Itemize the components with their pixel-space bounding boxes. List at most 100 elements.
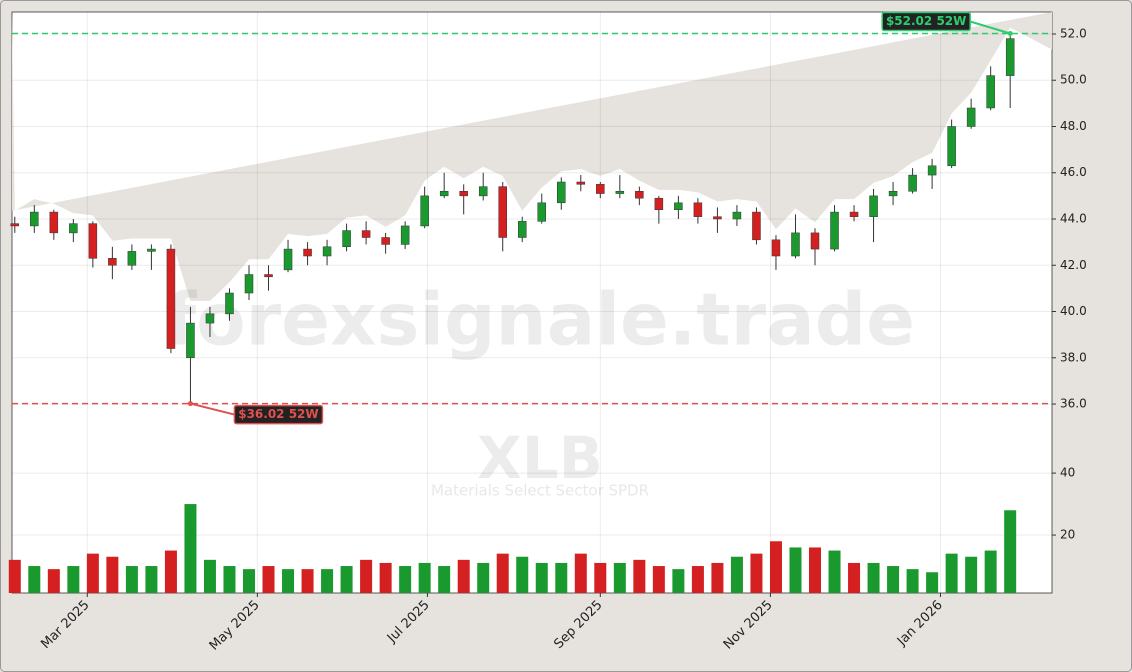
volume-bar [223, 566, 236, 593]
volume-bar [47, 569, 60, 593]
y-tick-label: 38.0 [1060, 350, 1087, 364]
volume-bar [340, 566, 353, 593]
candle-body [810, 232, 820, 250]
candle-body [322, 246, 332, 257]
candle-body [498, 186, 507, 238]
candle-body [459, 190, 468, 197]
volume-bar [145, 566, 158, 593]
candle-body [908, 174, 917, 192]
candle-body [342, 230, 351, 248]
candle-body [693, 202, 703, 217]
volume-bar [535, 562, 548, 593]
candle-body [478, 186, 488, 197]
volume-bar [594, 562, 607, 593]
volume-bar [789, 547, 802, 593]
candle-body [576, 181, 586, 185]
volume-bar [496, 553, 509, 593]
candle-body [557, 181, 566, 204]
y-tick-label: 40.0 [1060, 304, 1087, 318]
candle-body [361, 230, 371, 238]
annotation-arrow [190, 402, 235, 416]
candle-body [947, 126, 956, 167]
annotation-label: $52.02 52W [886, 14, 966, 28]
volume-bar [984, 550, 997, 593]
candle-body [654, 197, 664, 211]
volume-bar [8, 559, 21, 593]
volume-bar [457, 559, 470, 593]
candle-body [88, 223, 98, 259]
volume-bar [86, 553, 99, 593]
volume-bar [516, 556, 529, 593]
y-tick-label: 52.0 [1060, 26, 1087, 40]
volume-bar [360, 559, 373, 593]
volume-bar [67, 566, 80, 593]
volume-bar [164, 550, 177, 593]
volume-bar [965, 556, 978, 593]
candle-body [537, 202, 547, 222]
candle-body [186, 322, 195, 359]
candle-body [10, 223, 20, 227]
volume-bar [438, 566, 451, 593]
volume-bar [652, 566, 665, 593]
volume-bar [848, 562, 861, 593]
candle-body [596, 184, 605, 194]
candle-body [30, 211, 39, 227]
candle-body [615, 190, 625, 194]
candle-body [147, 248, 156, 252]
candle-body [888, 190, 898, 197]
annotation-box [881, 11, 971, 32]
volume-bar [769, 541, 782, 593]
candle-body [771, 239, 781, 257]
candle-body [1005, 38, 1015, 76]
volume-bar [711, 562, 724, 593]
volume-bar [750, 553, 763, 593]
candle-body [69, 223, 78, 234]
volume-bar [906, 569, 919, 593]
candle-body [674, 202, 683, 211]
volume-bar [633, 559, 646, 593]
candle-body [986, 75, 995, 109]
volume-bar [242, 569, 255, 593]
symbol-watermark: XLB [477, 424, 603, 492]
arrow-head [187, 401, 193, 407]
candle-body [108, 258, 117, 266]
candle-body [869, 195, 878, 217]
volume-bar [184, 504, 197, 593]
volume-bar [125, 566, 138, 593]
candle-body [517, 221, 527, 238]
y-tick-label: 42.0 [1060, 258, 1087, 272]
candle-body [381, 237, 390, 245]
y-tick-label: 48.0 [1060, 119, 1087, 133]
annotation-box [233, 404, 324, 425]
volume-bar [672, 569, 685, 593]
range-shade [12, 12, 1052, 301]
candle-body [225, 292, 234, 315]
volume-bar [379, 562, 392, 593]
volume-bar [926, 572, 939, 593]
volume-bar [555, 562, 568, 593]
candle-body [927, 165, 937, 176]
candle-body [400, 225, 410, 245]
candle-body [849, 211, 859, 217]
y-tick-label: 50.0 [1060, 73, 1087, 87]
volume-bar [730, 556, 743, 593]
candle-body [166, 248, 176, 349]
candle-body [830, 211, 839, 250]
volume-bar [574, 553, 587, 593]
volume-bar [418, 562, 431, 593]
volume-bar [809, 547, 822, 593]
volume-bar [1004, 510, 1017, 593]
candle-body [244, 274, 254, 294]
y2-tick-label: 20 [1060, 528, 1075, 542]
volume-bar [477, 562, 490, 593]
candle-body [732, 211, 742, 220]
candle-body [635, 190, 644, 199]
candle-body [283, 248, 293, 271]
volume-bar [262, 566, 275, 593]
arrow-head [1007, 31, 1013, 37]
volume-bar [28, 566, 41, 593]
volume-bar [828, 550, 841, 593]
volume-bar [282, 569, 295, 593]
